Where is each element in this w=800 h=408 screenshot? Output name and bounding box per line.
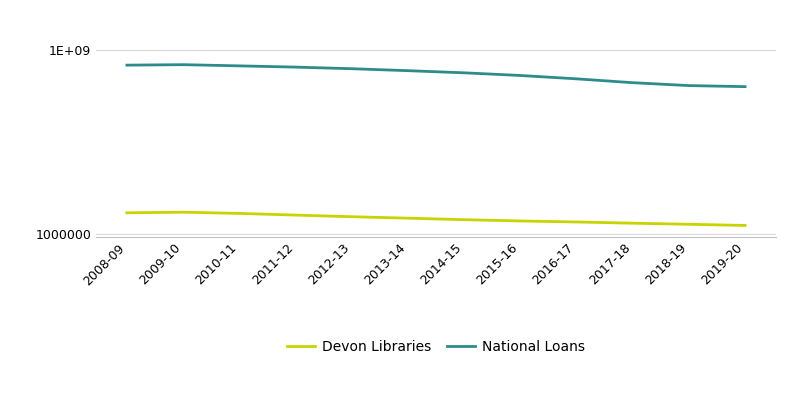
Devon Libraries	[459, 217, 469, 222]
National Loans	[290, 65, 300, 70]
National Loans	[403, 68, 413, 73]
National Loans	[684, 83, 694, 88]
Legend: Devon Libraries, National Loans: Devon Libraries, National Loans	[282, 334, 590, 359]
Devon Libraries	[347, 214, 357, 219]
Line: National Loans: National Loans	[127, 65, 745, 86]
Devon Libraries	[572, 220, 582, 224]
National Loans	[740, 84, 750, 89]
Devon Libraries	[290, 213, 300, 217]
Devon Libraries	[515, 219, 525, 224]
National Loans	[572, 76, 582, 81]
National Loans	[459, 70, 469, 75]
Devon Libraries	[234, 211, 244, 216]
Line: Devon Libraries: Devon Libraries	[127, 212, 745, 226]
National Loans	[234, 63, 244, 68]
National Loans	[628, 80, 638, 85]
Devon Libraries	[178, 210, 188, 215]
National Loans	[122, 63, 132, 68]
National Loans	[178, 62, 188, 67]
Devon Libraries	[122, 211, 132, 215]
Devon Libraries	[740, 223, 750, 228]
National Loans	[347, 66, 357, 71]
Devon Libraries	[628, 221, 638, 226]
Devon Libraries	[403, 216, 413, 221]
Devon Libraries	[684, 222, 694, 227]
National Loans	[515, 73, 525, 78]
